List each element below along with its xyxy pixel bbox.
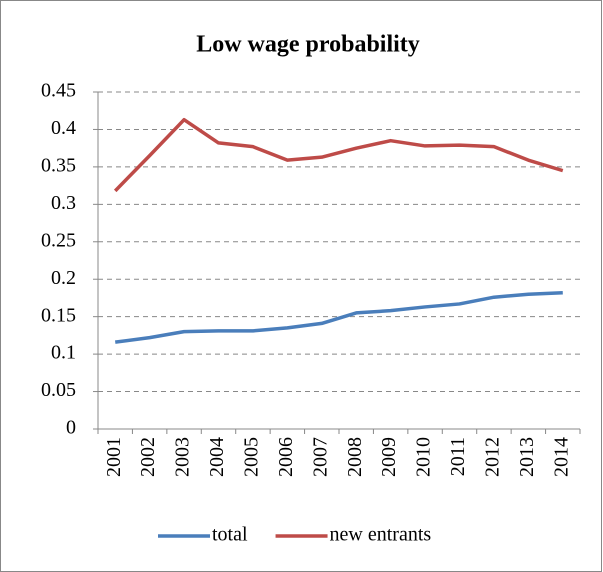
x-tick-label: 2007 (309, 437, 331, 477)
x-tick-label: 2004 (206, 437, 228, 477)
y-tick-label: 0.3 (51, 192, 76, 214)
x-tick-label: 2012 (482, 437, 504, 477)
x-tick-label: 2002 (137, 437, 159, 477)
y-tick-label: 0.4 (51, 117, 76, 139)
y-tick-label: 0.15 (41, 304, 76, 326)
y-tick-label: 0 (66, 417, 76, 439)
x-tick-label: 2009 (378, 437, 400, 477)
y-tick-label: 0.45 (41, 80, 76, 102)
x-tick-label: 2006 (275, 437, 297, 477)
legend-label: new entrants (330, 524, 432, 546)
series-line (113, 117, 564, 193)
x-tick-label: 2013 (516, 437, 538, 477)
y-tick-label: 0.05 (41, 379, 76, 401)
x-tick-label: 2011 (447, 437, 469, 476)
y-tick-label: 0.35 (41, 154, 76, 176)
x-tick-label: 2010 (413, 437, 435, 477)
x-tick-label: 2008 (344, 437, 366, 477)
series-line (114, 290, 563, 344)
x-tick-label: 2003 (172, 437, 194, 477)
x-tick-label: 2005 (241, 437, 263, 477)
y-tick-label: 0.1 (51, 342, 76, 364)
chart-title: Low wage probability (196, 32, 420, 58)
x-tick-label: 2001 (103, 437, 125, 477)
x-tick-label: 2014 (550, 437, 572, 477)
legend-label: total (212, 524, 248, 546)
y-tick-label: 0.25 (41, 229, 76, 251)
y-tick-label: 0.2 (51, 267, 76, 289)
